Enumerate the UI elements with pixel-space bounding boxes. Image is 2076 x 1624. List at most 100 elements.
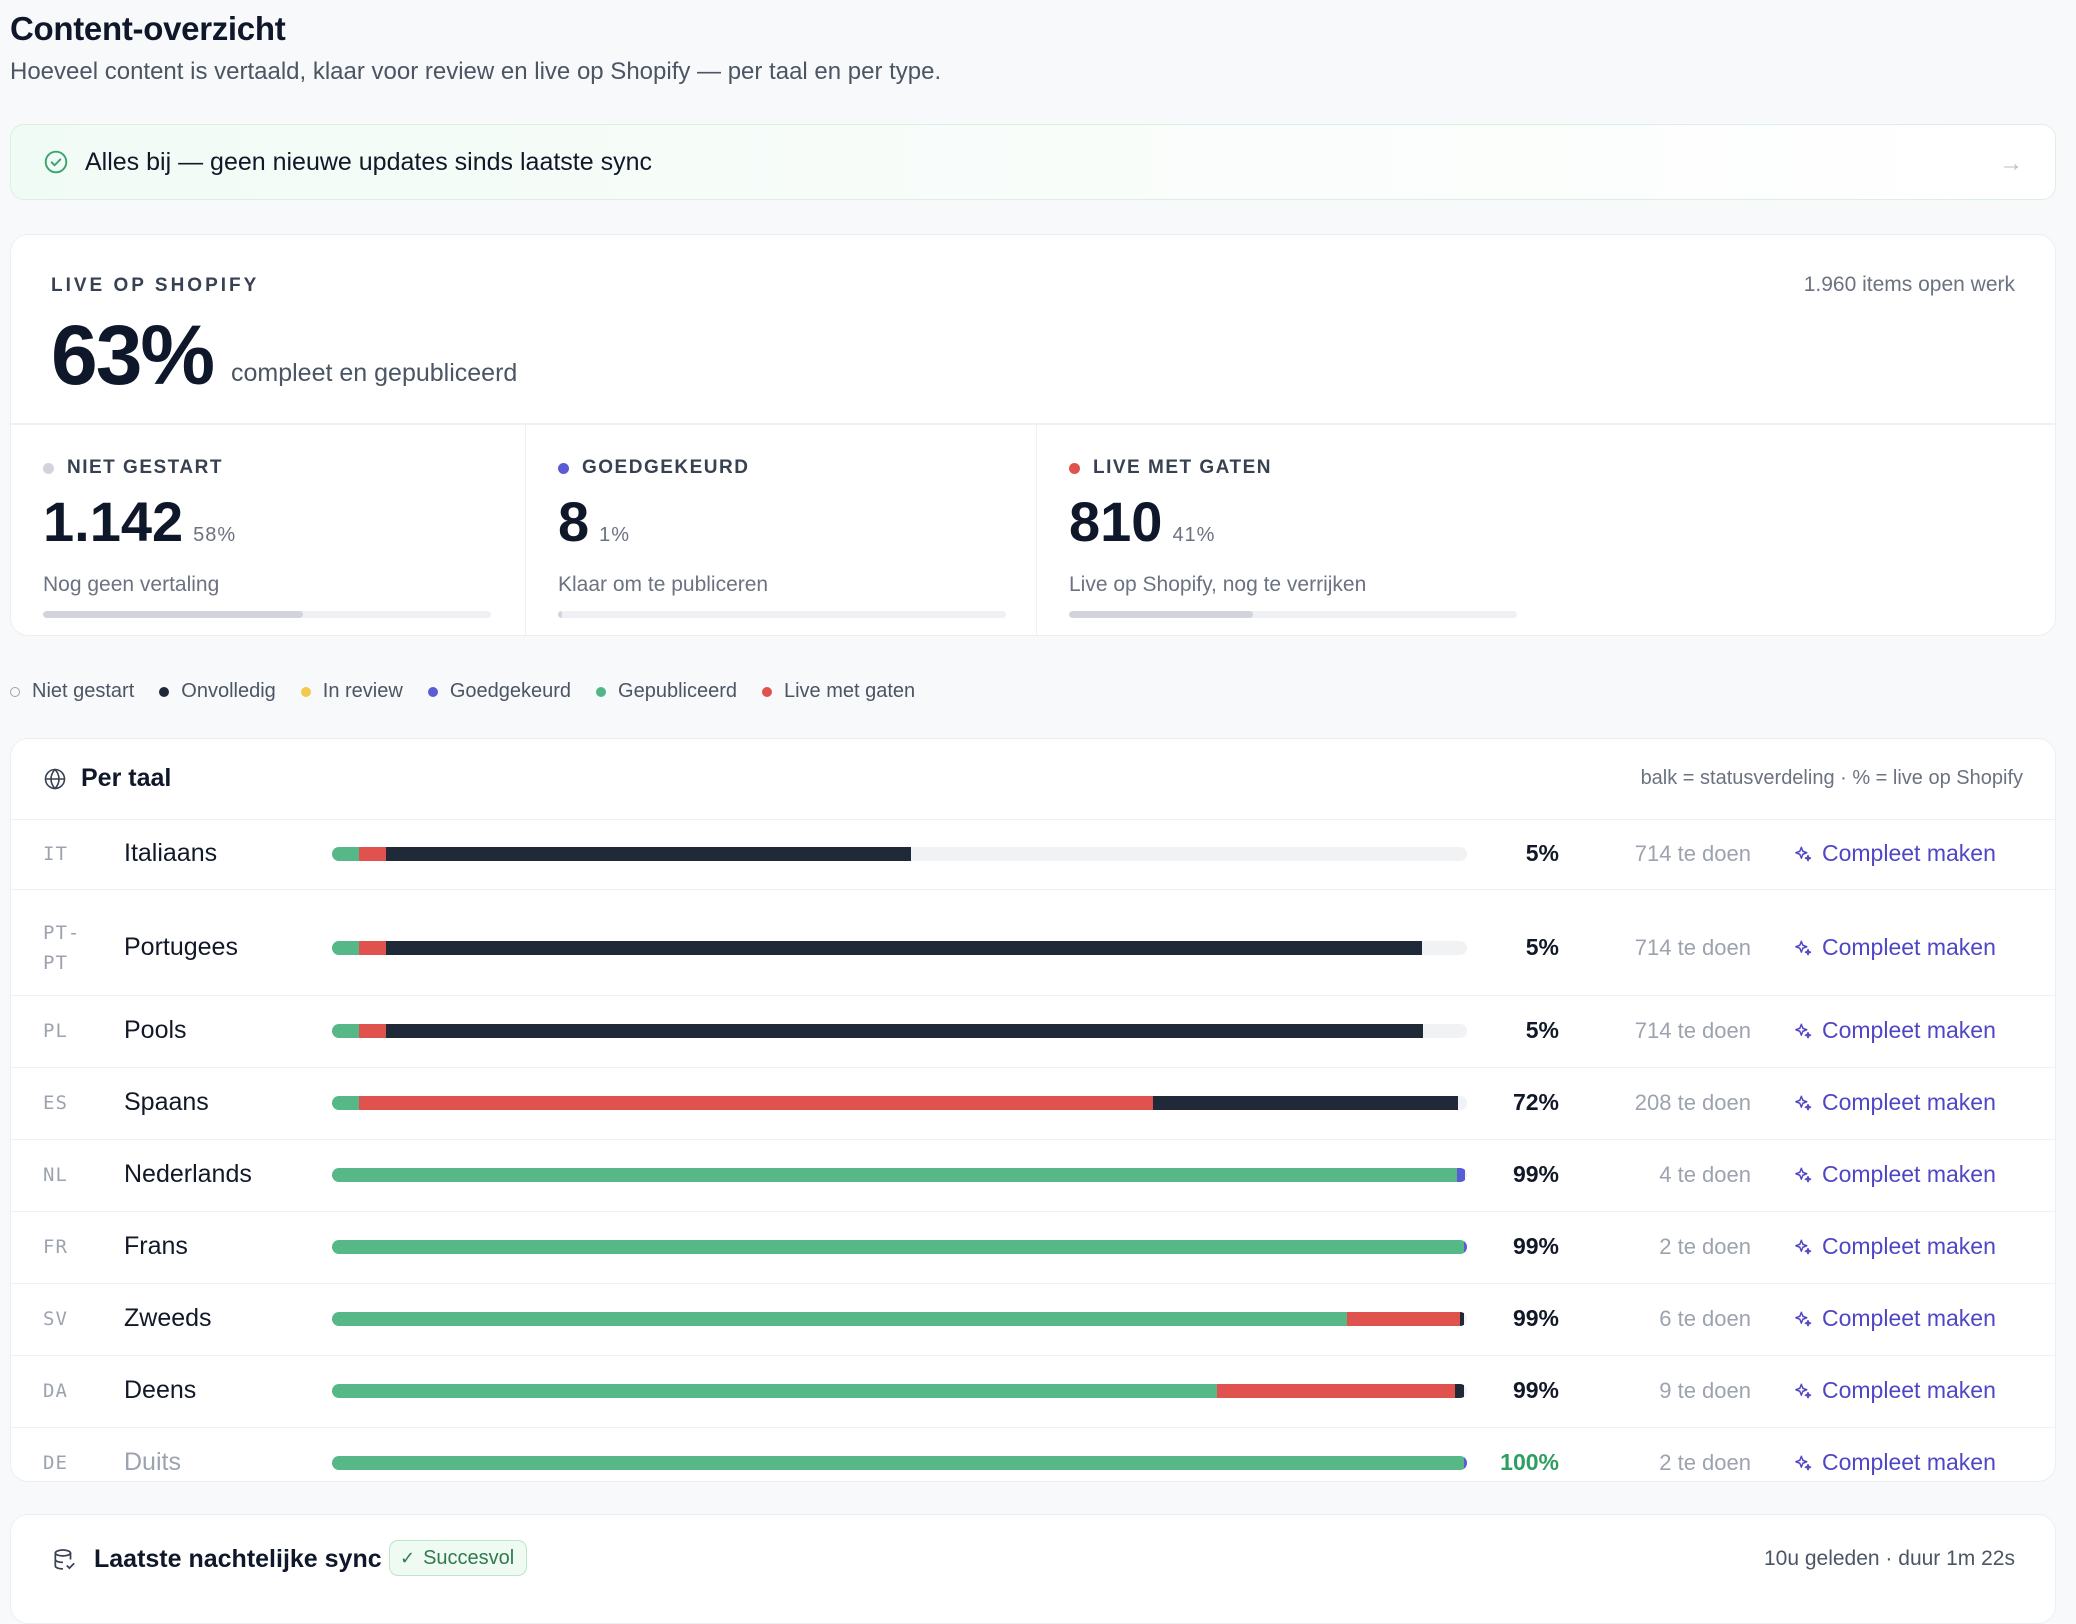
legend-item: In review: [300, 680, 403, 703]
stat-progress-bar: [558, 611, 1006, 618]
legend-label: Gepubliceerd: [618, 680, 737, 702]
sparkles-icon: [1795, 940, 1812, 955]
live-percent-sub: compleet en gepubliceerd: [231, 359, 518, 387]
legend-dot: [159, 686, 170, 697]
complete-button[interactable]: Compleet maken: [1793, 934, 1996, 961]
language-row-es: ES Spaans 72% 208 te doen Compleet maken: [11, 1067, 2055, 1140]
status-dot: [558, 462, 569, 474]
complete-button[interactable]: Compleet maken: [1793, 1089, 1996, 1116]
bar-segment-gepubliceerd: [332, 1312, 1347, 1326]
legend-label: Goedgekeurd: [449, 680, 572, 702]
complete-button[interactable]: Compleet maken: [1793, 1377, 1996, 1404]
language-name: Italiaans: [124, 839, 218, 867]
complete-button-label: Compleet maken: [1822, 1017, 1996, 1043]
stat-progress-fill: [1069, 611, 1253, 618]
arrow-right-icon[interactable]: →: [1999, 150, 2023, 177]
todo-count: 2 te doen: [1659, 1450, 1751, 1475]
bar-segment-live-met-gaten: [359, 1096, 1153, 1110]
stat-value: 8 1%: [558, 490, 631, 553]
language-row-de: DE Duits 100% 2 te doen Compleet maken: [11, 1427, 2055, 1499]
legend-dot: [761, 686, 772, 697]
todo-count: 714 te doen: [1634, 1018, 1751, 1043]
language-code: FR: [43, 1236, 68, 1258]
stat-progress-bar: [43, 611, 491, 618]
sync-title: Laatste nachtelijke sync: [94, 1545, 382, 1573]
live-percent: 5%: [1525, 1017, 1559, 1043]
complete-button[interactable]: Compleet maken: [1793, 1161, 1996, 1188]
todo-count: 714 te doen: [1634, 841, 1751, 866]
status-dot: [1069, 462, 1080, 474]
bar-segment-gepubliceerd: [332, 1168, 1457, 1182]
language-row-it: IT Italiaans 5% 714 te doen Compleet mak…: [11, 819, 2055, 890]
status-dot: [43, 462, 54, 474]
stat-percent: 1%: [599, 524, 631, 546]
status-distribution-bar: [332, 1024, 1467, 1038]
stat-label: LIVE MET GATEN: [1069, 457, 1272, 479]
legend-item: Niet gestart: [10, 680, 134, 703]
language-code: PT-PT: [43, 922, 81, 974]
stat-value: 810 41%: [1069, 490, 1216, 553]
stat-percent: 41%: [1172, 524, 1216, 546]
live-percent: 63%: [51, 308, 215, 402]
stat-value: 1.142 58%: [43, 490, 237, 553]
todo-count: 4 te doen: [1659, 1162, 1751, 1187]
bar-segment-onvolledig: [1152, 1096, 1458, 1110]
live-percent: 72%: [1512, 1089, 1559, 1115]
language-row-pl: PL Pools 5% 714 te doen Compleet maken: [11, 995, 2055, 1068]
language-row-sv: SV Zweeds 99% 6 te doen Compleet maken: [11, 1283, 2055, 1356]
language-row-fr: FR Frans 99% 2 te doen Compleet maken: [11, 1211, 2055, 1284]
live-percent: 99%: [1512, 1161, 1559, 1187]
complete-button-label: Compleet maken: [1822, 1089, 1996, 1115]
globe-icon: [44, 768, 66, 790]
language-code: NL: [43, 1164, 68, 1186]
complete-button[interactable]: Compleet maken: [1793, 1017, 1996, 1044]
complete-button[interactable]: Compleet maken: [1793, 1449, 1996, 1476]
legend-item: Live met gaten: [761, 680, 915, 703]
language-name: Frans: [124, 1232, 188, 1260]
complete-button-label: Compleet maken: [1822, 1377, 1996, 1403]
complete-button[interactable]: Compleet maken: [1793, 1233, 1996, 1260]
legend-dot: [10, 686, 20, 697]
open-items-count: 1.960 items open werk: [1803, 273, 2015, 296]
status-distribution-bar: [332, 847, 1467, 861]
live-percent: 99%: [1512, 1233, 1559, 1259]
complete-button[interactable]: Compleet maken: [1793, 1305, 1996, 1332]
language-name: Duits: [124, 1448, 181, 1476]
sparkles-icon: [1795, 1239, 1812, 1254]
bar-segment-onvolledig: [1460, 1312, 1464, 1326]
language-row-da: DA Deens 99% 9 te doen Compleet maken: [11, 1355, 2055, 1428]
legend-dot: [300, 686, 311, 697]
bar-segment-live-met-gaten: [359, 941, 387, 955]
complete-button-label: Compleet maken: [1822, 1233, 1996, 1259]
bar-segment-gepubliceerd: [332, 1240, 1464, 1254]
language-code: SV: [43, 1308, 68, 1330]
live-percent: 99%: [1512, 1305, 1559, 1331]
banner-text: Alles bij — geen nieuwe updates sinds la…: [85, 147, 652, 176]
bar-segment-goedgekeurd: [1463, 1456, 1467, 1470]
status-distribution-bar: [332, 1456, 1467, 1470]
check-icon: ✓: [400, 1547, 416, 1568]
status-distribution-bar: [332, 1384, 1467, 1398]
check-circle-icon: [44, 150, 68, 174]
live-percent: 99%: [1512, 1377, 1559, 1403]
legend-dot: [427, 686, 438, 697]
sync-status-text: Succesvol: [423, 1546, 515, 1569]
status-distribution-bar: [332, 941, 1467, 955]
language-row-nl: NL Nederlands 99% 4 te doen Compleet mak…: [11, 1139, 2055, 1212]
stat-niet-gestart: NIET GESTART 1.142 58% Nog geen vertaling: [11, 425, 525, 635]
todo-count: 2 te doen: [1659, 1234, 1751, 1259]
live-on-shopify-card: LIVE OP SHOPIFY 1.960 items open werk 63…: [10, 234, 2056, 636]
legend-item: Onvolledig: [159, 680, 276, 703]
language-code: DA: [43, 1380, 68, 1402]
stat-live-met-gaten: LIVE MET GATEN 810 41% Live op Shopify, n…: [1036, 425, 1537, 635]
status-distribution-bar: [332, 1312, 1467, 1326]
language-code: PL: [43, 1020, 68, 1042]
complete-button[interactable]: Compleet maken: [1793, 840, 1996, 867]
sync-status-banner[interactable]: Alles bij — geen nieuwe updates sinds la…: [10, 124, 2056, 200]
todo-count: 208 te doen: [1634, 1090, 1751, 1115]
stat-description: Live op Shopify, nog te verrijken: [1069, 573, 1367, 596]
live-label: LIVE OP SHOPIFY: [51, 275, 260, 296]
stat-percent: 58%: [193, 524, 237, 546]
language-name: Zweeds: [124, 1304, 212, 1332]
complete-button-label: Compleet maken: [1822, 1305, 1996, 1331]
